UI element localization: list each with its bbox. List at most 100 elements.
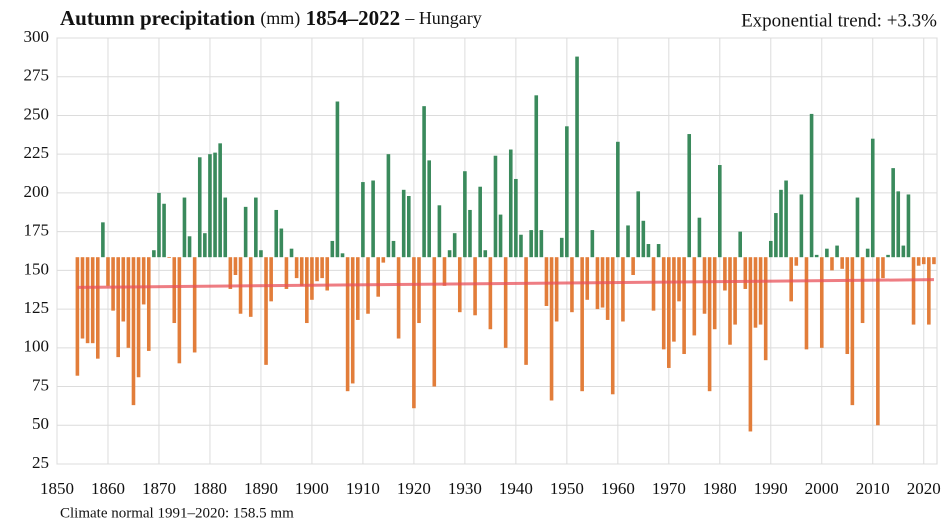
bar <box>855 197 860 258</box>
bar <box>106 257 110 286</box>
y-tick-label: 50 <box>32 414 49 433</box>
bar <box>580 257 584 392</box>
bar <box>916 257 921 266</box>
x-tick-label: 1890 <box>244 479 278 498</box>
bar <box>146 257 151 351</box>
bar <box>279 228 284 258</box>
bar <box>310 257 314 300</box>
bar <box>325 257 330 291</box>
bar <box>95 257 100 359</box>
bar <box>927 257 931 325</box>
y-tick-label: 25 <box>32 453 49 472</box>
title-unit: (mm) <box>260 8 300 29</box>
bar <box>417 257 421 324</box>
bar <box>636 191 641 258</box>
bar <box>294 257 299 279</box>
bar <box>667 257 671 368</box>
bar <box>565 126 569 258</box>
bar <box>646 244 651 258</box>
bar <box>682 257 686 355</box>
trend-annotation: Exponential trend: +3.3% <box>741 10 937 31</box>
bar <box>728 257 732 345</box>
bar <box>784 180 788 258</box>
bar <box>406 196 411 258</box>
bar <box>687 134 692 258</box>
bar <box>101 222 105 258</box>
x-tick-label: 1930 <box>448 479 482 498</box>
title-region: – Hungary <box>404 8 481 28</box>
x-tick-label: 2020 <box>907 479 941 498</box>
bar <box>865 248 870 258</box>
bar <box>223 197 228 258</box>
bar <box>75 257 80 376</box>
bar <box>605 257 610 320</box>
bar <box>452 233 457 258</box>
bar <box>340 253 345 258</box>
bar <box>350 257 355 384</box>
bar <box>116 257 120 358</box>
bar <box>794 257 799 266</box>
y-tick-label: 200 <box>24 182 50 201</box>
bar <box>345 257 350 392</box>
bar <box>819 257 824 348</box>
bar <box>468 209 472 258</box>
bar <box>356 257 360 320</box>
bar <box>320 257 324 279</box>
bar <box>656 244 661 258</box>
bar <box>559 237 564 258</box>
y-tick-label: 75 <box>32 375 49 394</box>
bar <box>621 257 625 322</box>
bar <box>259 250 263 258</box>
y-tick-label: 150 <box>24 259 50 278</box>
bar <box>488 257 493 330</box>
bar <box>218 143 222 258</box>
bar <box>447 250 452 258</box>
bar <box>763 257 768 361</box>
bar <box>162 203 166 258</box>
bar <box>830 257 834 271</box>
bar <box>136 257 141 378</box>
bar <box>386 154 391 258</box>
bar <box>534 95 539 258</box>
bar <box>269 257 273 302</box>
bar <box>677 257 681 302</box>
bar <box>723 257 727 291</box>
bar <box>519 234 523 258</box>
bar <box>289 248 294 258</box>
bar <box>203 233 207 258</box>
bar <box>809 113 814 258</box>
bar <box>886 254 890 258</box>
bar <box>697 217 702 258</box>
bar <box>508 149 513 258</box>
bar <box>483 250 488 258</box>
y-tick-label: 100 <box>24 337 50 356</box>
bar <box>733 257 737 325</box>
bar <box>111 257 115 311</box>
bar <box>554 257 559 322</box>
bar <box>427 160 431 258</box>
bar <box>743 257 748 289</box>
bar <box>305 257 309 324</box>
bar <box>911 257 916 325</box>
bar <box>753 257 758 328</box>
bar <box>702 257 707 314</box>
x-tick-label: 2010 <box>856 479 890 498</box>
bar <box>825 248 829 258</box>
bar <box>167 257 171 258</box>
y-tick-label: 275 <box>24 66 50 85</box>
bar <box>804 257 809 350</box>
bar <box>901 245 906 258</box>
bar <box>840 257 844 269</box>
x-tick-label: 1910 <box>346 479 380 498</box>
bar <box>396 257 401 339</box>
x-tick-label: 1880 <box>193 479 227 498</box>
bar <box>371 180 375 258</box>
y-tick-label: 125 <box>24 298 50 317</box>
bar <box>85 257 90 344</box>
bar <box>544 257 549 306</box>
bar <box>152 250 156 258</box>
bar <box>80 257 85 339</box>
bar <box>881 257 885 279</box>
bar <box>799 194 804 258</box>
